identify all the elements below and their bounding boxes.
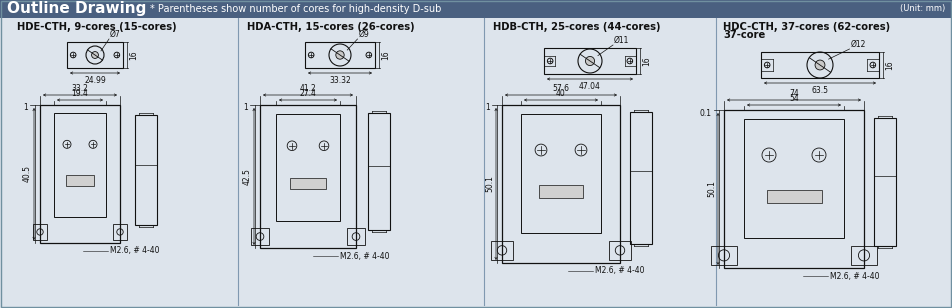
Bar — [40, 105, 120, 243]
Bar — [66, 175, 94, 186]
Bar — [539, 185, 583, 198]
Text: 47.04: 47.04 — [579, 82, 601, 91]
Text: 33.32: 33.32 — [329, 76, 351, 85]
Bar — [711, 246, 737, 265]
Text: 40.5: 40.5 — [23, 165, 32, 183]
Bar — [609, 241, 630, 260]
Text: 37-core: 37-core — [723, 30, 765, 40]
Bar — [544, 48, 636, 74]
Text: 63.5: 63.5 — [811, 86, 828, 95]
Text: 1: 1 — [23, 103, 28, 112]
Text: Outline Drawing: Outline Drawing — [7, 2, 147, 17]
Text: 1: 1 — [486, 103, 490, 112]
Circle shape — [91, 51, 98, 59]
Bar — [521, 115, 601, 233]
Bar — [112, 224, 128, 240]
Text: * Parentheses show number of cores for high-density D-sub: * Parentheses show number of cores for h… — [150, 4, 442, 14]
Bar — [135, 115, 157, 225]
Circle shape — [815, 60, 825, 70]
Text: 0.1: 0.1 — [700, 108, 712, 117]
Text: 74: 74 — [789, 89, 799, 98]
Text: HDC-CTH, 37-cores (62-cores): HDC-CTH, 37-cores (62-cores) — [723, 22, 890, 32]
Text: HDE-CTH, 9-cores (15-cores): HDE-CTH, 9-cores (15-cores) — [17, 22, 177, 32]
Bar — [502, 105, 620, 263]
Text: Ø11: Ø11 — [614, 36, 629, 45]
Bar — [290, 178, 326, 189]
Text: HDB-CTH, 25-cores (44-cores): HDB-CTH, 25-cores (44-cores) — [493, 22, 661, 32]
Text: 16: 16 — [642, 56, 651, 66]
Text: 1: 1 — [244, 103, 248, 112]
Text: HDA-CTH, 15-cores (26-cores): HDA-CTH, 15-cores (26-cores) — [247, 22, 415, 32]
Bar — [276, 114, 340, 221]
Text: 54: 54 — [789, 94, 799, 103]
Text: 33.2: 33.2 — [71, 84, 89, 93]
Text: 27.4: 27.4 — [300, 89, 316, 98]
Text: 24.99: 24.99 — [84, 76, 106, 85]
Text: M2.6, # 4-40: M2.6, # 4-40 — [595, 266, 645, 275]
Bar — [761, 52, 879, 78]
Bar — [874, 118, 896, 246]
Text: 50.1: 50.1 — [485, 176, 494, 192]
Bar — [347, 228, 365, 245]
Text: 42.5: 42.5 — [243, 168, 252, 185]
Text: M2.6, # 4-40: M2.6, # 4-40 — [830, 271, 880, 281]
Text: M2.6, # 4-40: M2.6, # 4-40 — [340, 252, 389, 261]
Text: Ø7: Ø7 — [110, 30, 121, 39]
Bar — [0, 0, 952, 18]
Text: (Unit: mm): (Unit: mm) — [900, 5, 945, 14]
Text: 16: 16 — [381, 50, 390, 60]
Text: M2.6, # 4-40: M2.6, # 4-40 — [110, 246, 160, 256]
Text: 40: 40 — [556, 89, 565, 98]
Text: 16: 16 — [129, 50, 138, 60]
Bar — [368, 113, 390, 230]
Bar — [491, 241, 512, 260]
Bar — [630, 112, 652, 244]
Bar — [251, 228, 268, 245]
Bar — [32, 224, 48, 240]
Bar — [260, 105, 356, 248]
Text: 16: 16 — [885, 60, 894, 70]
Text: 19.4: 19.4 — [71, 89, 89, 98]
Circle shape — [336, 51, 345, 59]
Bar — [305, 42, 375, 68]
Bar — [67, 42, 123, 68]
Bar — [851, 246, 877, 265]
Circle shape — [585, 56, 595, 66]
Text: Ø12: Ø12 — [850, 40, 866, 49]
Text: Ø9: Ø9 — [359, 30, 369, 39]
Bar — [744, 120, 844, 238]
Text: 41.2: 41.2 — [300, 84, 316, 93]
Bar — [766, 190, 822, 203]
Text: 57.6: 57.6 — [552, 84, 569, 93]
Text: 50.1: 50.1 — [707, 180, 716, 197]
Bar — [724, 110, 864, 268]
Bar — [54, 113, 106, 217]
